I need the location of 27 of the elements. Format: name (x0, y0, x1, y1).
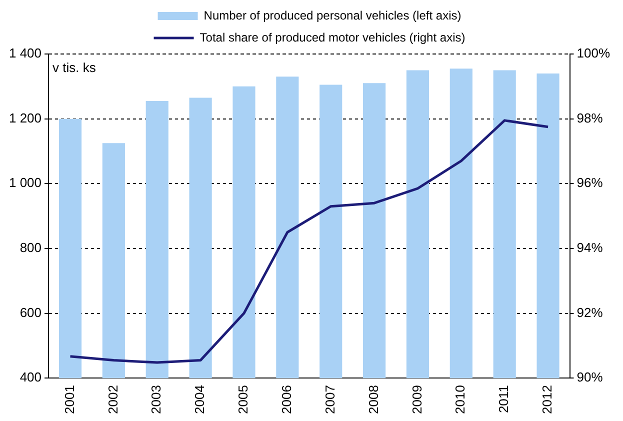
legend-label: Total share of produced motor vehicles (right axis) (200, 30, 466, 44)
x-tick-label: 2011 (496, 385, 512, 414)
y2-tick-label: 96% (576, 175, 604, 190)
x-tick-label: 2004 (192, 385, 208, 414)
x-tick-label: 2005 (236, 385, 251, 414)
legend-label: Number of produced personal vehicles (left axis) (204, 8, 462, 22)
x-tick-label: 2002 (105, 385, 120, 414)
y2-tick-label: 94% (576, 240, 604, 256)
y-tick-label: 800 (20, 240, 42, 256)
x-tick-label: 2009 (409, 385, 424, 414)
x-tick-label: 2007 (322, 385, 338, 414)
x-tick-label: 2012 (540, 385, 555, 414)
y-axis-title: v tis. ks (52, 60, 96, 76)
y2-tick-label: 98% (576, 110, 604, 126)
x-tick-label: 2010 (452, 385, 468, 414)
x-tick-label: 2003 (148, 385, 164, 414)
y2-tick-label: 92% (576, 304, 604, 320)
y-tick-label: 400 (20, 370, 42, 385)
x-tick-label: 2008 (366, 385, 381, 414)
y-tick-label: 1 000 (8, 175, 42, 190)
y-tick-label: 600 (20, 304, 42, 320)
y2-tick-label: 100% (576, 46, 610, 61)
x-tick-label: 2001 (62, 385, 77, 414)
y-tick-label: 1 400 (8, 46, 42, 61)
y-tick-label: 1 200 (8, 110, 42, 126)
x-tick-label: 2006 (279, 385, 294, 414)
y2-tick-label: 90% (576, 370, 604, 385)
